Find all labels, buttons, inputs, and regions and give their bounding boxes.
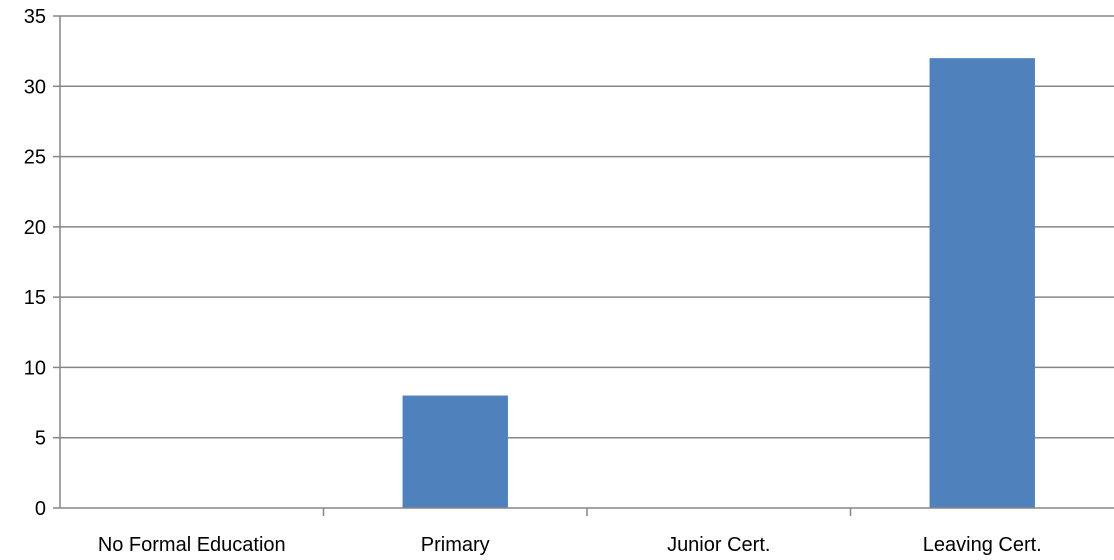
y-tick-label: 25 — [24, 147, 46, 169]
x-category-label: Leaving Cert. — [923, 534, 1042, 556]
y-tick-label: 30 — [24, 76, 46, 98]
axes — [53, 15, 1114, 516]
x-category-label: No Formal Education — [98, 534, 286, 556]
y-tick-label: 35 — [24, 6, 46, 28]
y-tick-label: 15 — [24, 287, 46, 309]
y-tick-label: 5 — [35, 428, 46, 450]
y-tick-label: 10 — [24, 357, 46, 379]
x-category-labels: No Formal Education Primary Junior Cert. Le… — [98, 534, 1042, 556]
bar-primary — [402, 395, 508, 508]
bar-leaving-cert — [929, 58, 1035, 509]
bars — [402, 58, 1035, 509]
x-category-label: Junior Cert. — [667, 534, 770, 556]
y-tick-labels: 0 5 10 15 20 25 30 35 — [24, 6, 46, 520]
y-tick-label: 20 — [24, 217, 46, 239]
y-tick-label: 0 — [35, 498, 46, 520]
x-category-label: Primary — [421, 534, 490, 556]
gridlines — [60, 15, 1114, 439]
